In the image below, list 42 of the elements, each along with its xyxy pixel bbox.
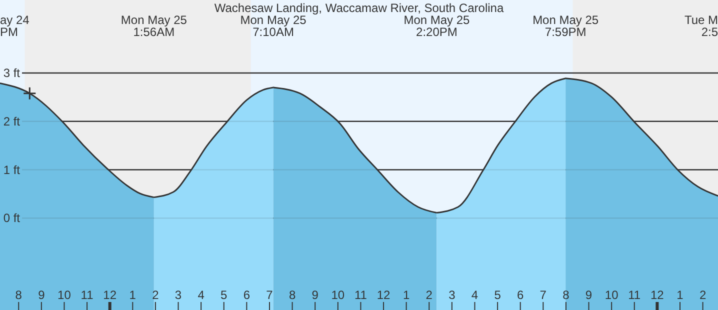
y-tick-label: 3 ft	[3, 66, 21, 80]
x-tick-label: 1	[129, 288, 136, 302]
annotation: Tue M 2:5	[684, 13, 718, 39]
x-tick-label: 8	[15, 288, 22, 302]
annotation: Mon May 25 7:59PM	[532, 13, 599, 39]
x-tick-label: 12	[650, 288, 664, 302]
x-tick-label: 8	[562, 288, 570, 302]
x-tick-label: 7	[266, 288, 274, 302]
x-tick-label: 9	[585, 288, 592, 302]
x-tick-label: 5	[494, 288, 502, 302]
x-tick-label: 6	[517, 288, 524, 302]
x-tick-label: 3	[174, 288, 182, 302]
x-tick-label: 4	[198, 288, 205, 302]
x-tick-label: 10	[331, 288, 345, 302]
x-tick-label: 9	[38, 288, 46, 302]
x-tick-label: 11	[628, 288, 641, 302]
x-tick-label: 1	[402, 288, 410, 302]
y-tick-label: 1 ft	[3, 162, 21, 177]
x-tick-label: 1	[676, 288, 684, 302]
x-tick-label: 11	[80, 288, 94, 302]
x-tick-label: 6	[243, 288, 250, 302]
y-tick-label: 2 ft	[3, 114, 21, 128]
x-tick-label: 10	[604, 288, 619, 302]
x-tick-label: 12	[376, 288, 391, 302]
x-tick-label: 4	[471, 288, 478, 302]
x-tick-label: 12	[103, 288, 117, 302]
x-tick-label: 2	[426, 288, 433, 302]
x-tick-label: 9	[312, 288, 319, 302]
annotation: ay 24 PM	[0, 13, 30, 39]
x-tick-label: 11	[354, 288, 368, 302]
annotation: Mon May 25 1:56AM	[120, 13, 188, 39]
x-tick-label: 5	[220, 288, 228, 302]
x-tick-label: 8	[288, 288, 296, 302]
chart-title: Wachesaw Landing, Waccamaw River, South Carolina	[214, 1, 504, 15]
annotation: Mon May 25 2:20PM	[404, 13, 470, 39]
x-tick-label: 10	[58, 288, 72, 302]
annotation: Mon May 25 7:10AM	[240, 13, 307, 39]
x-tick-label: 2	[699, 288, 706, 302]
x-tick-label: 3	[448, 288, 456, 302]
y-tick-label: 0 ft	[3, 211, 21, 226]
x-tick-label: 2	[152, 288, 160, 302]
x-tick-label: 7	[540, 288, 547, 302]
